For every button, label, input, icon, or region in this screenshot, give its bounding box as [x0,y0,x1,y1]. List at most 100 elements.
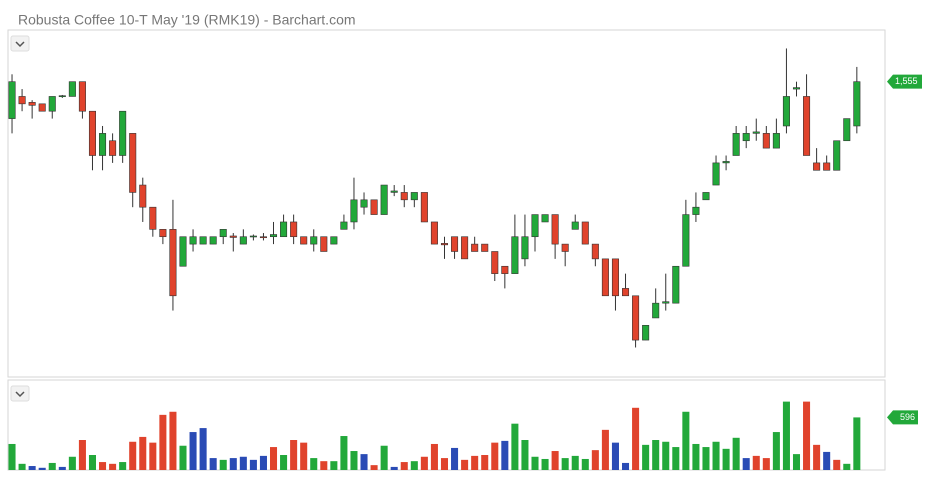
volume-bar [420,456,428,470]
candle-body [139,184,147,208]
volume-bar [169,411,177,470]
candle-body [249,235,257,238]
candle-body [430,221,438,245]
volume-tag-label: 596 [900,412,915,422]
volume-bar [672,447,680,470]
candle-body [280,221,288,238]
volume-bar [642,444,650,470]
volume-bar [18,463,26,470]
candle-body [290,221,298,238]
volume-bar [269,447,278,470]
candle-body [792,87,801,90]
volume-bar [68,456,76,470]
volume-bar [692,443,700,470]
candle-body [129,133,137,193]
candle-body [511,236,519,274]
candle-body [662,301,670,304]
volume-bar [551,451,559,470]
candle-body [310,236,318,245]
volume-bar [149,442,157,470]
volume-bar [109,463,117,470]
candle-body [8,81,16,119]
volume-bar [310,458,318,470]
volume-bar [48,462,56,470]
volume-bar [853,417,861,470]
volume-bar [652,440,660,470]
volume-bar [189,432,197,470]
candle-body [119,110,127,156]
candle-body [360,199,368,208]
candle-body [632,295,640,341]
collapse-button[interactable] [10,35,30,52]
volume-bar [461,459,469,470]
price-panel [7,29,886,378]
volume-bar [380,445,388,470]
volume-bar [340,436,348,470]
volume-bar [259,455,267,470]
candle-body [521,236,529,260]
candle-body [219,229,227,238]
volume-bar [782,401,790,470]
volume-bar [471,455,479,470]
price-tag-box [887,74,922,89]
candle-body [461,236,469,260]
candle-body [732,133,740,156]
volume-bar [28,466,36,470]
volume-bar [159,414,167,470]
volume-bar [390,466,398,470]
volume-bar [501,440,509,470]
candle-body [692,206,700,215]
candle-body [561,243,569,252]
volume-bar [400,462,408,470]
volume-bar [803,401,811,470]
candle-body [99,133,107,156]
volume-bar [481,455,489,470]
volume-bar [139,436,147,470]
candle-body [68,81,76,97]
volume-bar [611,442,619,470]
candle-body [370,199,378,215]
volume-bar [833,459,841,470]
volume-bar [300,442,308,470]
volume-bar [38,467,46,470]
candle-body [471,243,479,252]
volume-bar [813,444,821,470]
candle-body [571,221,579,230]
volume-bar [531,456,539,470]
volume-bar [360,454,368,470]
candle-body [189,236,197,245]
candle-body [581,221,589,245]
candle-body [420,192,428,223]
volume-bar [430,443,438,470]
candle-body [239,236,247,245]
volume-bar [119,462,127,470]
candle-body [491,251,499,274]
candle-body [622,288,630,297]
candle-body [803,96,811,156]
collapse-button[interactable] [10,385,30,402]
candle-body [702,192,710,201]
candle-body [541,214,549,223]
volume-bar [179,445,187,470]
volume-bar [99,462,107,470]
candle-body [742,133,750,142]
volume-bar [521,440,529,470]
volume-bar [209,458,217,470]
volume-bar [370,465,378,470]
candle-body [169,229,177,297]
candle-body [300,236,308,245]
candle-body [229,235,237,238]
volume-bar [219,459,227,470]
candle-body [722,161,730,164]
candle-body [611,258,619,297]
candle-body [591,243,599,260]
candle-body [38,103,46,112]
volume-bar [561,458,569,470]
candle-body [481,243,489,252]
volume-bar [8,443,16,470]
candle-body [451,236,459,252]
candle-body [269,234,278,238]
labels: 1,555 596 [887,74,922,425]
candle-body [823,162,831,171]
